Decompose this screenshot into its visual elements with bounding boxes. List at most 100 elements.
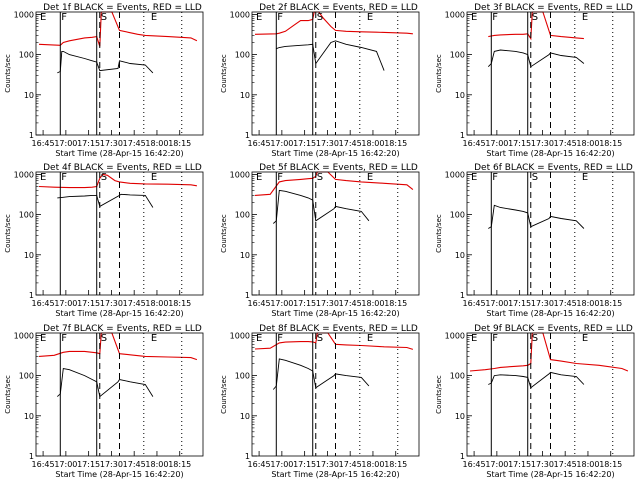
- y-tick-label: 10: [455, 91, 465, 100]
- x-tick-label: 17:45: [123, 139, 146, 148]
- x-tick-label: 17:45: [339, 139, 362, 148]
- panel-title: Det 5f BLACK = Events, RED = LLD: [259, 163, 418, 173]
- y-tick-label: 100: [235, 372, 250, 381]
- x-tick-label: 18:00: [361, 460, 384, 469]
- x-tick-label: 18:15: [599, 460, 622, 469]
- x-tick-label: 17:45: [339, 299, 362, 308]
- y-tick-label: 100: [19, 211, 34, 220]
- flag-label: E: [471, 172, 477, 183]
- x-tick-label: 17:45: [339, 460, 362, 469]
- y-tick-label: 100: [450, 372, 465, 381]
- flag-label: S: [532, 333, 538, 344]
- flag-label: E: [367, 12, 373, 23]
- x-axis-label: Start Time (28-Apr-15 16:42:20): [271, 149, 399, 158]
- flag-label: E: [151, 12, 157, 23]
- series-line-events: [56, 367, 154, 398]
- y-axis-label: Counts/sec: [435, 54, 443, 93]
- y-tick-label: 10: [24, 251, 34, 260]
- panel-title: Det 8f BLACK = Events, RED = LLD: [259, 324, 418, 334]
- x-tick-label: 17:30: [316, 299, 339, 308]
- y-tick-label: 10: [240, 91, 250, 100]
- flag-label: S: [532, 12, 538, 23]
- flag-label: E: [256, 12, 262, 23]
- x-tick-label: 17:15: [508, 139, 531, 148]
- y-tick-label: 1: [29, 452, 34, 461]
- x-tick-label: 18:15: [168, 460, 191, 469]
- flag-label: S: [101, 172, 107, 183]
- y-tick-label: 1000: [230, 170, 250, 179]
- y-tick-label: 1000: [445, 331, 465, 340]
- flag-label: F: [61, 333, 67, 344]
- x-tick-label: 18:15: [168, 299, 191, 308]
- panel-title: Det 2f BLACK = Events, RED = LLD: [259, 3, 418, 13]
- x-tick-label: 17:30: [100, 460, 123, 469]
- x-tick-label: 17:45: [123, 299, 146, 308]
- x-tick-label: 17:00: [485, 299, 508, 308]
- flag-label: F: [492, 333, 498, 344]
- flag-label: E: [582, 172, 588, 183]
- flag-label: F: [61, 12, 67, 23]
- y-axis-label: Counts/sec: [4, 214, 12, 253]
- x-tick-label: 17:30: [316, 460, 339, 469]
- x-tick-label: 18:00: [145, 460, 168, 469]
- flag-label: S: [317, 333, 323, 344]
- y-tick-label: 1: [460, 452, 465, 461]
- x-tick-label: 17:15: [77, 299, 100, 308]
- y-tick-label: 1000: [230, 331, 250, 340]
- flag-label: E: [367, 333, 373, 344]
- y-tick-label: 100: [19, 372, 34, 381]
- x-tick-label: 18:15: [384, 299, 407, 308]
- y-tick-label: 1: [245, 452, 250, 461]
- y-tick-label: 10: [455, 412, 465, 421]
- flag-label: F: [277, 12, 283, 23]
- x-tick-label: 17:00: [54, 299, 77, 308]
- series-line-events: [276, 40, 385, 71]
- y-tick-label: 100: [19, 51, 34, 60]
- flag-label: E: [151, 172, 157, 183]
- series-line-events: [488, 371, 585, 389]
- flag-label: E: [582, 12, 588, 23]
- y-axis-label: Counts/sec: [435, 214, 443, 253]
- x-axis-label: Start Time (28-Apr-15 16:42:20): [55, 149, 183, 158]
- panel-title: Det 4f BLACK = Events, RED = LLD: [43, 163, 202, 173]
- x-tick-label: 17:45: [123, 460, 146, 469]
- x-tick-label: 17:00: [270, 139, 293, 148]
- x-axis-label: Start Time (28-Apr-15 16:42:20): [271, 470, 399, 479]
- x-tick-label: 16:45: [248, 460, 271, 469]
- panel-title: Det 6f BLACK = Events, RED = LLD: [474, 163, 633, 173]
- y-tick-label: 10: [240, 251, 250, 260]
- x-tick-label: 16:45: [32, 460, 55, 469]
- x-tick-label: 18:15: [599, 139, 622, 148]
- x-tick-label: 18:15: [384, 139, 407, 148]
- x-tick-label: 16:45: [248, 299, 271, 308]
- x-tick-label: 17:30: [531, 299, 554, 308]
- y-tick-label: 1000: [14, 170, 34, 179]
- x-tick-label: 16:45: [463, 460, 486, 469]
- flag-label: F: [277, 333, 283, 344]
- y-axis-label: Counts/sec: [220, 375, 228, 414]
- y-axis-label: Counts/sec: [4, 375, 12, 414]
- series-line-lld: [488, 11, 584, 41]
- y-axis-label: Counts/sec: [220, 214, 228, 253]
- y-tick-label: 1000: [14, 10, 34, 19]
- flag-label: E: [40, 333, 46, 344]
- y-tick-label: 1: [29, 131, 34, 140]
- y-axis-label: Counts/sec: [220, 54, 228, 93]
- x-tick-label: 17:30: [100, 139, 123, 148]
- flag-label: E: [40, 172, 46, 183]
- x-tick-label: 17:30: [100, 299, 123, 308]
- x-tick-label: 17:30: [316, 139, 339, 148]
- flag-label: F: [492, 12, 498, 23]
- series-line-events: [272, 358, 370, 390]
- x-tick-label: 17:45: [554, 139, 577, 148]
- series-line-events: [487, 49, 585, 68]
- x-tick-label: 17:15: [508, 299, 531, 308]
- x-tick-label: 17:15: [77, 139, 100, 148]
- y-tick-label: 100: [450, 51, 465, 60]
- flag-label: E: [256, 172, 262, 183]
- y-axis-label: Counts/sec: [4, 54, 12, 93]
- x-axis-label: Start Time (28-Apr-15 16:42:20): [55, 470, 183, 479]
